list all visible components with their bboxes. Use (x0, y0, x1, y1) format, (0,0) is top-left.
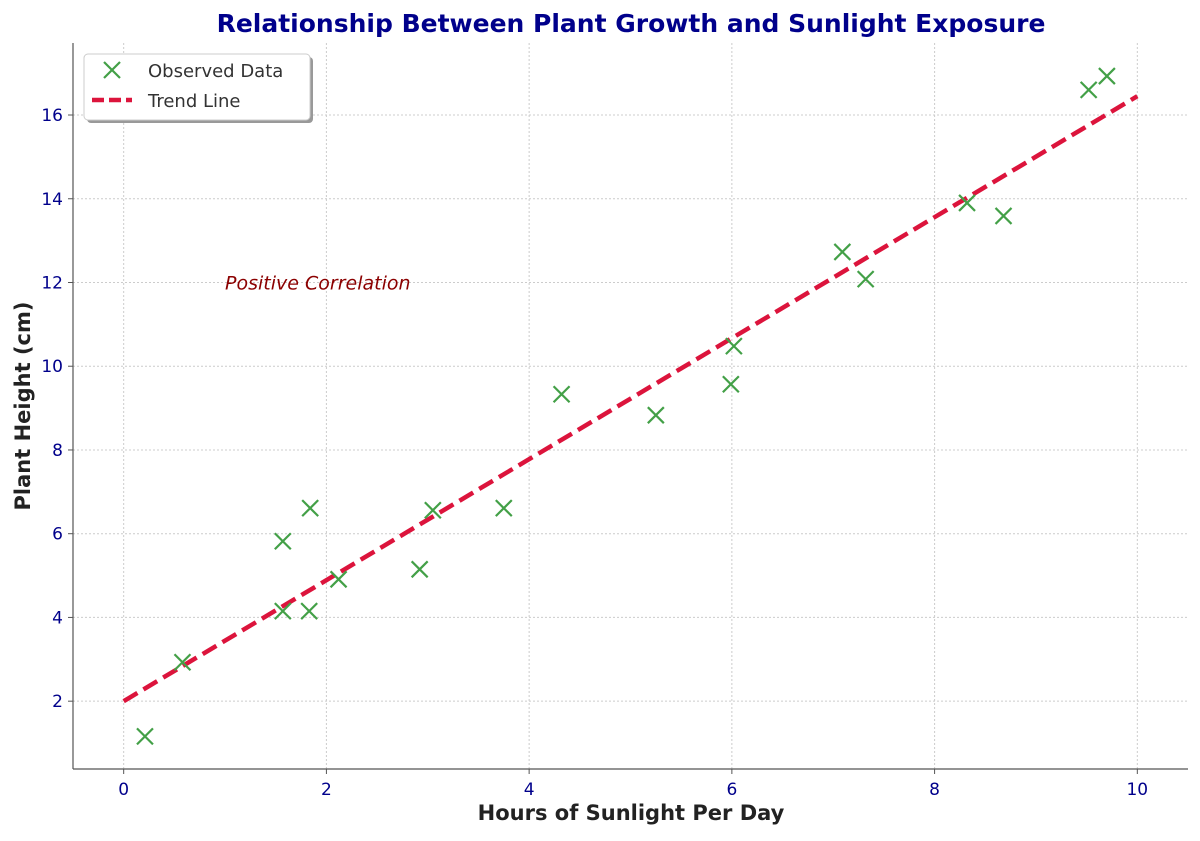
data-point (856, 270, 875, 288)
data-point (1079, 81, 1098, 99)
data-point (1098, 67, 1116, 85)
data-point (173, 653, 192, 672)
grid (73, 43, 1188, 769)
y-tick-label: 16 (41, 106, 63, 126)
annotation-positive-correlation: Positive Correlation (225, 272, 410, 294)
x-tick-label: 10 (1126, 780, 1148, 800)
data-point (552, 385, 571, 404)
data-point (958, 194, 976, 212)
x-axis-label: Hours of Sunlight Per Day (478, 801, 785, 825)
legend-label-trend: Trend Line (147, 91, 241, 112)
data-point (647, 406, 665, 424)
x-tick-label: 6 (726, 780, 737, 800)
data-point (410, 560, 429, 579)
data-point (301, 499, 319, 517)
x-tick-label: 0 (118, 780, 129, 800)
data-point (136, 727, 154, 746)
x-tick-label: 8 (929, 780, 940, 800)
data-point (833, 243, 852, 261)
data-point (274, 602, 292, 620)
y-tick-label: 12 (41, 273, 63, 293)
data-point (994, 207, 1013, 225)
data-point (300, 602, 318, 620)
chart-title: Relationship Between Plant Growth and Su… (217, 9, 1046, 38)
legend: Observed Data Trend Line (83, 53, 313, 123)
y-axis-label: Plant Height (cm) (11, 302, 35, 511)
x-tick-label: 2 (321, 780, 332, 800)
tick-labels: 0 2 4 6 8 10 2 4 6 8 10 12 14 16 (41, 106, 1148, 800)
y-tick-label: 14 (41, 190, 63, 210)
data-point (495, 499, 513, 517)
legend-label-observed: Observed Data (148, 61, 283, 82)
data-point (725, 337, 743, 355)
y-tick-label: 4 (52, 608, 63, 628)
data-point (329, 570, 348, 589)
data-marks (122, 67, 1139, 746)
axes (68, 43, 1188, 774)
data-point (274, 532, 292, 551)
y-tick-label: 10 (41, 357, 63, 377)
y-tick-label: 8 (52, 441, 63, 461)
trend-line (122, 94, 1139, 704)
legend-marker-observed (103, 61, 121, 79)
y-tick-label: 2 (52, 692, 63, 712)
data-point (424, 501, 442, 520)
data-point (722, 375, 740, 394)
x-tick-label: 4 (524, 780, 535, 800)
y-tick-label: 6 (52, 525, 63, 545)
